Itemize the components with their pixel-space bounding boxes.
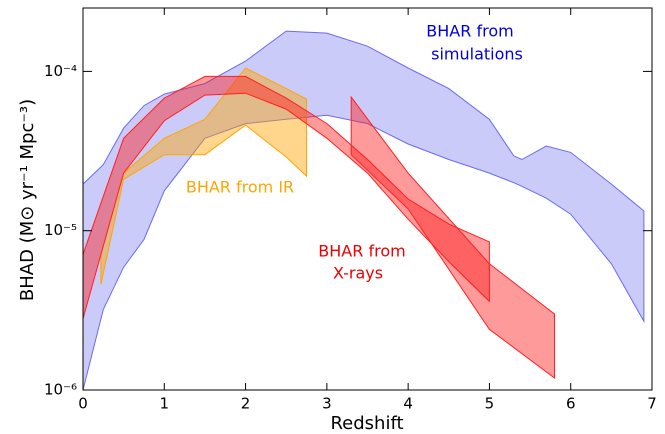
x-tick-label: 1 [160,395,170,413]
annotation: BHAR from [318,242,405,261]
annotation: BHAR from [426,22,513,41]
x-axis-label: Redshift [330,413,403,434]
annotation: simulations [431,45,523,64]
x-tick-label: 0 [78,395,88,413]
annotation: X-rays [333,264,383,283]
annotation: BHAR from IR [186,178,294,197]
band [100,67,307,285]
plot-frame [82,7,653,391]
band [82,30,645,391]
y-tick-label: 10⁻⁵ [44,221,77,239]
y-axis-label: BHAD (M⊙ yr⁻¹ Mpc⁻³) [17,99,38,301]
band [82,75,490,319]
y-tick-label: 10⁻⁴ [44,62,77,80]
band [350,95,555,379]
x-tick-label: 6 [566,395,576,413]
x-tick-label: 3 [322,395,332,413]
x-tick-label: 2 [241,395,251,413]
x-tick-label: 4 [403,395,413,413]
x-tick-label: 7 [647,395,657,413]
x-tick-label: 5 [485,395,495,413]
y-tick-label: 10⁻⁶ [44,381,77,399]
